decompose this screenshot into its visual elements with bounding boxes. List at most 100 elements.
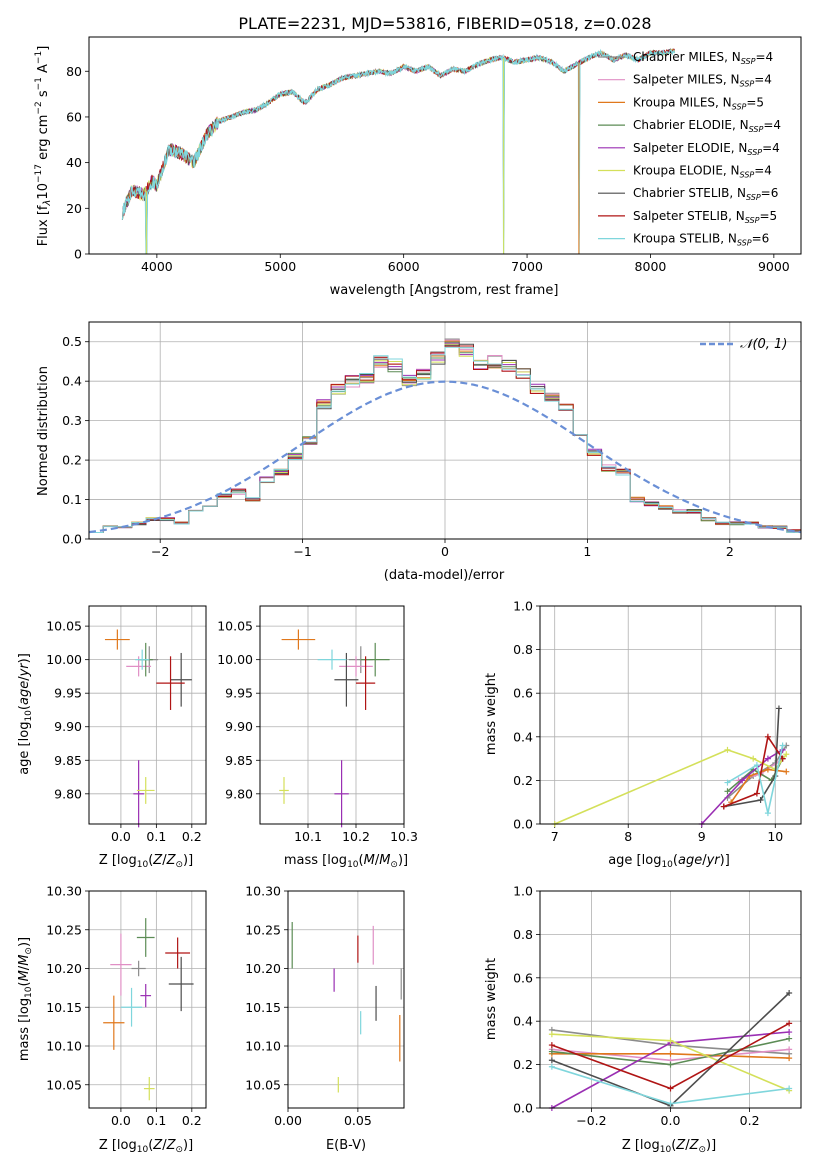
y-tick-label: 10.25: [46, 922, 82, 937]
age-vs-Z-plot: 0.0 0.1 0.2 9.80 9.85 9.90 9.95 10.00 10.05: [46, 605, 207, 844]
ageZ-xlabel: Z [log10(Z/Z⊙)]: [99, 853, 193, 870]
mass-weight-marker: [783, 751, 790, 758]
residuals-frame: [88, 321, 802, 540]
y-tick-label: 0.4: [62, 374, 82, 389]
x-tick-label: 0.00: [274, 1113, 302, 1128]
x-tick-label: 9: [698, 829, 706, 844]
y-tick-label: 9.85: [54, 753, 82, 768]
massweight-vs-Z-plot: −0.2 0.0 0.2 0.0 0.2 0.4 0.6 0.8 1.0: [513, 884, 802, 1128]
x-tick-label: −0.2: [576, 1113, 606, 1128]
x-tick-label: 10: [767, 829, 783, 844]
legend-label: Salpeter ELODIE, NSSP=4: [633, 141, 780, 157]
y-tick-label: 80: [66, 64, 82, 79]
mass-weight-marker: [786, 1020, 793, 1027]
mass-vs-Z-plot: 0.0 0.1 0.2 10.05 10.10 10.15 10.20 10.25 10.30: [46, 884, 207, 1128]
ageZ-ylabel-text: age [log: [17, 722, 32, 775]
legend-label: Chabrier ELODIE, NSSP=4: [633, 118, 781, 134]
spectrum-plot: 4000 5000 6000 7000 8000 9000 0 20 40 60 80: [66, 36, 802, 274]
x-tick-label: 0.0: [111, 1113, 131, 1128]
y-tick-label: 0.5: [62, 334, 82, 349]
y-tick-label: 20: [66, 201, 82, 216]
y-tick-label: 10.05: [46, 1077, 82, 1092]
x-tick-label: 10.1: [294, 829, 322, 844]
panel-residuals: −2 −1 0 1 2 0.0 0.1 0.2 0.3 0.4 0.5 (data-model)/e…: [36, 321, 802, 583]
y-tick-label: 10.00: [46, 652, 82, 667]
mass-weight-marker: [548, 1031, 555, 1038]
mass-weight-marker: [764, 755, 771, 762]
panel-spectrum: 4000 5000 6000 7000 8000 9000 0 20 40 60 80 wavele…: [34, 36, 802, 298]
y-tick-label: 10.00: [217, 652, 253, 667]
y-tick-label: 9.90: [225, 719, 253, 734]
mass-weight-marker: [779, 755, 786, 762]
g-ageZ-frame: [88, 605, 207, 825]
x-tick-label: 9000: [758, 259, 790, 274]
mass-weight-marker: [667, 1037, 674, 1044]
mass-weight-marker: [786, 989, 793, 996]
mwZ-ylabel: mass weight: [484, 958, 499, 1040]
g-massZ-frame: [88, 890, 207, 1109]
y-tick-label: 10.30: [245, 884, 281, 899]
mass-weight-marker: [764, 810, 771, 817]
mass-weight-marker: [786, 1085, 793, 1092]
x-tick-label: 6000: [388, 259, 420, 274]
y-tick-label: 10.05: [46, 619, 82, 634]
ageZ-xlabel-text: Z [log: [99, 853, 137, 868]
legend-label: Kroupa STELIB, NSSP=6: [633, 232, 769, 248]
normal-reference-curve: [88, 380, 802, 534]
histogram-step-8: [89, 346, 801, 539]
x-tick-label: 1: [583, 544, 591, 559]
y-tick-label: 1.0: [513, 599, 533, 614]
y-tick-label: 0.6: [513, 686, 533, 701]
mass-weight-marker: [739, 777, 746, 784]
y-tick-label: 0.0: [513, 1101, 533, 1116]
y-tick-label: 10.15: [245, 1000, 281, 1015]
mass-weight-marker: [753, 790, 760, 797]
massEbv-xlabel: E(B-V): [326, 1138, 366, 1153]
mwAge-xlabel-text: age [log: [608, 853, 661, 868]
spectrum-ylabel-text: Flux [f: [36, 205, 51, 246]
x-tick-label: 0.2: [182, 1113, 202, 1128]
y-tick-label: 10.30: [46, 884, 82, 899]
y-tick-label: 0.4: [513, 1014, 533, 1029]
y-tick-label: 0.0: [62, 532, 82, 547]
mwAge-ylabel: mass weight: [484, 673, 499, 755]
y-tick-label: 10.20: [245, 961, 281, 976]
panel-massweight-vs-Z: −0.2 0.0 0.2 0.0 0.2 0.4 0.6 0.8 1.0 Z [log10(Z/…: [484, 884, 802, 1155]
x-tick-label: 0.0: [111, 829, 131, 844]
y-tick-label: 9.95: [225, 686, 253, 701]
ageMass-xlabel: mass [log10(M/M⊙)]: [284, 853, 408, 870]
panel-mass-vs-ebv: 0.00 0.05 10.05 10.10 10.15 10.20 10.25 10.30 E…: [245, 884, 405, 1153]
y-tick-label: 9.85: [225, 753, 253, 768]
massZ-ylabel-text: mass [log: [17, 998, 32, 1061]
y-tick-label: 10.25: [245, 922, 281, 937]
residuals-xlabel: (data-model)/error: [384, 568, 505, 583]
mass-weight-marker: [786, 1029, 793, 1036]
mass-weight-marker: [720, 803, 727, 810]
residuals-ylabel: Normed distribution: [36, 366, 51, 496]
mass-weight-marker: [764, 733, 771, 740]
y-tick-label: 0.2: [513, 1057, 533, 1072]
mass-weight-line-4: [701, 749, 784, 825]
spectrum-legend: Chabrier MILES, NSSP=4 Salpeter MILES, NS…: [598, 50, 781, 248]
x-tick-label: 8000: [635, 259, 667, 274]
mass-weight-marker: [667, 1050, 674, 1057]
panel-age-vs-Z: 0.0 0.1 0.2 9.80 9.85 9.90 9.95 10.00 10.05 Z [l…: [17, 605, 207, 870]
x-tick-label: 0.1: [146, 1113, 166, 1128]
mass-weight-marker: [786, 1055, 793, 1062]
mass-weight-marker: [753, 762, 760, 769]
y-tick-label: 9.90: [54, 719, 82, 734]
y-tick-label: 9.95: [54, 686, 82, 701]
y-tick-label: 10.05: [217, 619, 253, 634]
spectrum-line-8: [121, 48, 676, 254]
spectrum-line-1: [121, 48, 675, 220]
y-tick-label: 0.0: [513, 817, 533, 832]
x-tick-label: 5000: [264, 259, 296, 274]
mass-vs-ebv-plot: 0.00 0.05 10.05 10.10 10.15 10.20 10.25 10.30: [245, 884, 405, 1128]
ageMass-xlabel-text: mass [log: [284, 853, 347, 868]
spectrum-line-0: [121, 48, 675, 254]
y-tick-label: 10.05: [245, 1077, 281, 1092]
spectrum-ylabel: Flux [fλ10−17 erg cm−2 s−1 A−1]: [34, 46, 53, 247]
age-vs-mass-plot: 10.1 10.2 10.3 9.80 9.85 9.90 9.95 10.00 10.05: [217, 605, 418, 844]
y-tick-label: 0.2: [513, 773, 533, 788]
mwAge-xlabel: age [log10(age/yr)]: [608, 853, 730, 870]
